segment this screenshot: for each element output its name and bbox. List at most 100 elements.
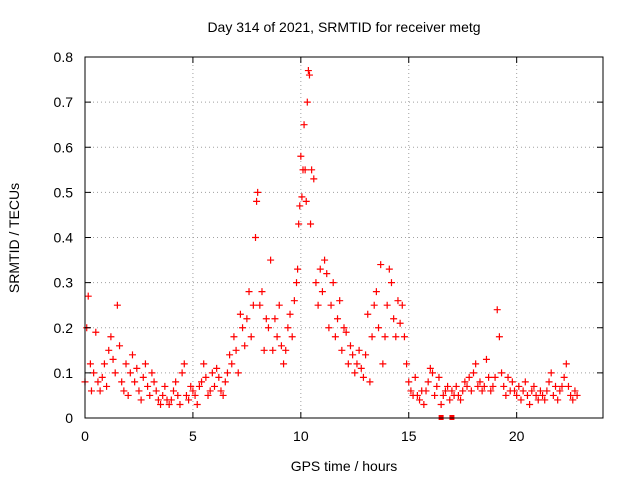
data-point (523, 391, 531, 399)
data-point (223, 369, 231, 377)
data-point (131, 378, 139, 386)
data-point (485, 373, 493, 381)
data-point (256, 301, 264, 309)
data-point (111, 369, 119, 377)
data-point (493, 306, 501, 314)
data-point (185, 396, 193, 404)
data-point (150, 378, 158, 386)
data-point (476, 378, 484, 386)
data-point (297, 152, 305, 160)
data-point (422, 387, 430, 395)
data-point (489, 382, 497, 390)
data-point (180, 360, 188, 368)
data-point (308, 166, 316, 174)
data-point (370, 301, 378, 309)
data-point (385, 265, 393, 273)
data-point (573, 391, 581, 399)
x-tick-label: 5 (189, 428, 197, 444)
x-tick-label: 15 (401, 428, 417, 444)
data-point (200, 360, 208, 368)
data-point (338, 346, 346, 354)
data-point (444, 382, 452, 390)
data-point (137, 396, 145, 404)
data-point (221, 378, 229, 386)
data-point (439, 391, 447, 399)
data-point (569, 396, 577, 404)
data-point (482, 355, 490, 363)
data-point (236, 310, 244, 318)
data-point (517, 396, 525, 404)
data-point (217, 387, 225, 395)
data-point (379, 360, 387, 368)
data-point (416, 396, 424, 404)
data-point (321, 256, 329, 264)
data-point (176, 400, 184, 408)
data-point (515, 382, 523, 390)
data-point (113, 301, 121, 309)
data-point (420, 400, 428, 408)
data-point (310, 175, 318, 183)
data-point (329, 279, 337, 287)
data-point (128, 351, 136, 359)
data-point (441, 387, 449, 395)
data-point (508, 378, 516, 386)
data-point (267, 256, 275, 264)
data-point (232, 346, 240, 354)
data-point (318, 288, 326, 296)
data-point (96, 387, 104, 395)
data-point (357, 364, 365, 372)
data-point (239, 324, 247, 332)
data-point (560, 373, 568, 381)
data-point (530, 382, 538, 390)
data-point (154, 396, 162, 404)
data-point (300, 121, 308, 129)
data-point (122, 360, 130, 368)
y-tick-label: 0.1 (54, 365, 74, 381)
data-point (193, 400, 201, 408)
data-point (92, 328, 100, 336)
data-point (195, 382, 203, 390)
data-point (90, 369, 98, 377)
data-point (87, 387, 95, 395)
data-point (346, 342, 354, 350)
data-point (541, 396, 549, 404)
data-point (426, 364, 434, 372)
data-point (463, 382, 471, 390)
y-tick-label: 0.4 (54, 230, 74, 246)
y-tick-label: 0.2 (54, 320, 74, 336)
data-point (396, 319, 404, 327)
data-point (457, 396, 465, 404)
data-point (169, 387, 177, 395)
data-point (241, 342, 249, 350)
data-point (174, 391, 182, 399)
data-point (198, 378, 206, 386)
data-point (262, 315, 270, 323)
data-point (562, 360, 570, 368)
data-point (567, 391, 575, 399)
data-point (325, 324, 333, 332)
data-point (495, 333, 503, 341)
data-point (288, 333, 296, 341)
data-point (84, 292, 92, 300)
data-point (461, 378, 469, 386)
data-point (172, 378, 180, 386)
data-point (448, 387, 456, 395)
data-point (433, 382, 441, 390)
data-point (226, 351, 234, 359)
data-point (459, 387, 467, 395)
data-point (472, 360, 480, 368)
x-tick-label: 10 (293, 428, 309, 444)
data-point (504, 373, 512, 381)
data-point (502, 391, 510, 399)
data-point (109, 355, 117, 363)
data-point (344, 360, 352, 368)
data-point (157, 400, 165, 408)
data-point (487, 387, 495, 395)
data-point (334, 315, 342, 323)
data-point (521, 378, 529, 386)
data-point (511, 387, 519, 395)
data-point (470, 369, 477, 377)
y-tick-label: 0.7 (54, 94, 74, 110)
data-point (307, 220, 315, 228)
